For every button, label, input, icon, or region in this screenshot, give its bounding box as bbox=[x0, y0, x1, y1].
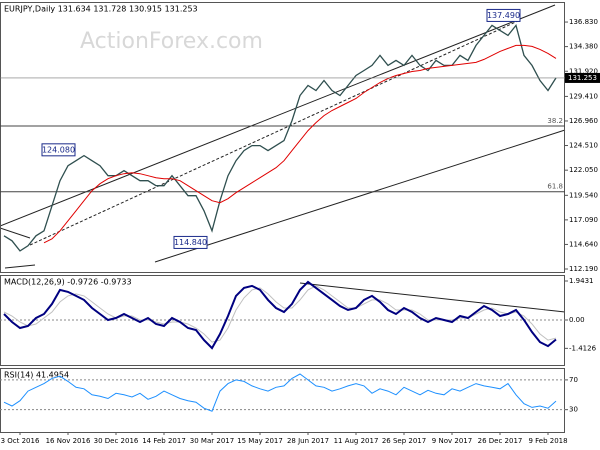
x-tick-label: 16 Nov 2016 bbox=[46, 437, 91, 445]
y-tick-label: 119.540 bbox=[569, 191, 598, 199]
fib-label: 38.2 bbox=[547, 117, 563, 125]
panel-frame bbox=[0, 2, 565, 273]
x-tick-label: 9 Feb 2018 bbox=[528, 437, 567, 445]
y-tick-label: -1.4126 bbox=[569, 344, 597, 352]
price-annotation: 124.080 bbox=[42, 145, 75, 154]
x-tick-label: 3 Oct 2016 bbox=[1, 437, 40, 445]
x-tick-label: 30 Dec 2016 bbox=[94, 437, 139, 445]
fib-label: 61.8 bbox=[547, 183, 563, 191]
y-tick-label: 122.050 bbox=[569, 166, 598, 174]
last-price-label: 131.253 bbox=[568, 74, 597, 82]
price-annotation: 114.840 bbox=[174, 238, 207, 247]
price-annotation-box bbox=[173, 235, 208, 249]
last-price-box bbox=[565, 72, 600, 83]
channel-lines bbox=[0, 4, 566, 313]
x-tick-label: 30 Mar 2017 bbox=[190, 437, 234, 445]
lower-channel bbox=[154, 129, 566, 263]
watermark: ActionForex.com bbox=[80, 29, 263, 54]
series-line bbox=[43, 44, 557, 244]
upper-channel bbox=[0, 4, 556, 227]
macd-trendline bbox=[299, 282, 566, 313]
y-tick-label: 112.190 bbox=[569, 265, 598, 273]
x-tick-label: 11 Aug 2017 bbox=[334, 437, 379, 445]
price-annotation-box bbox=[41, 143, 76, 157]
short-trendline bbox=[4, 264, 36, 269]
panel-title: EURJPY,Daily 131.634 131.728 130.915 131… bbox=[4, 5, 198, 14]
x-tick-label: 26 Dec 2017 bbox=[478, 437, 523, 445]
series-line bbox=[3, 373, 557, 412]
x-tick-label: 9 Nov 2017 bbox=[432, 437, 472, 445]
y-tick-label: 124.510 bbox=[569, 142, 598, 150]
price-annotation: 137.490 bbox=[487, 11, 520, 20]
x-tick-label: 15 May 2017 bbox=[237, 437, 283, 445]
y-tick-label: 30 bbox=[569, 406, 578, 414]
y-tick-label: 1.9431 bbox=[569, 277, 594, 285]
y-tick-label: 131.920 bbox=[569, 67, 598, 75]
price-annotation-box bbox=[486, 8, 521, 22]
x-tick-label: 28 Jun 2017 bbox=[287, 437, 329, 445]
x-tick-label: 26 Sep 2017 bbox=[382, 437, 426, 445]
x-tick-label: 14 Feb 2017 bbox=[142, 437, 186, 445]
y-tick-label: 129.410 bbox=[569, 92, 598, 100]
y-tick-label: 134.380 bbox=[569, 43, 598, 51]
panel-title: RSI(14) 41.4954 bbox=[4, 371, 69, 380]
y-tick-label: 117.090 bbox=[569, 216, 598, 224]
panel-title: MACD(12,26,9) -0.9726 -0.9733 bbox=[4, 278, 132, 287]
short-trendline bbox=[0, 227, 31, 239]
panel-frame bbox=[0, 368, 565, 433]
y-tick-label: 0.00 bbox=[569, 316, 585, 324]
series-line bbox=[3, 280, 557, 350]
y-tick-label: 136.830 bbox=[569, 18, 598, 26]
y-tick-label: 114.640 bbox=[569, 240, 598, 248]
y-tick-label: 70 bbox=[569, 376, 578, 384]
y-tick-label: 126.960 bbox=[569, 117, 598, 125]
series-line bbox=[3, 23, 557, 252]
